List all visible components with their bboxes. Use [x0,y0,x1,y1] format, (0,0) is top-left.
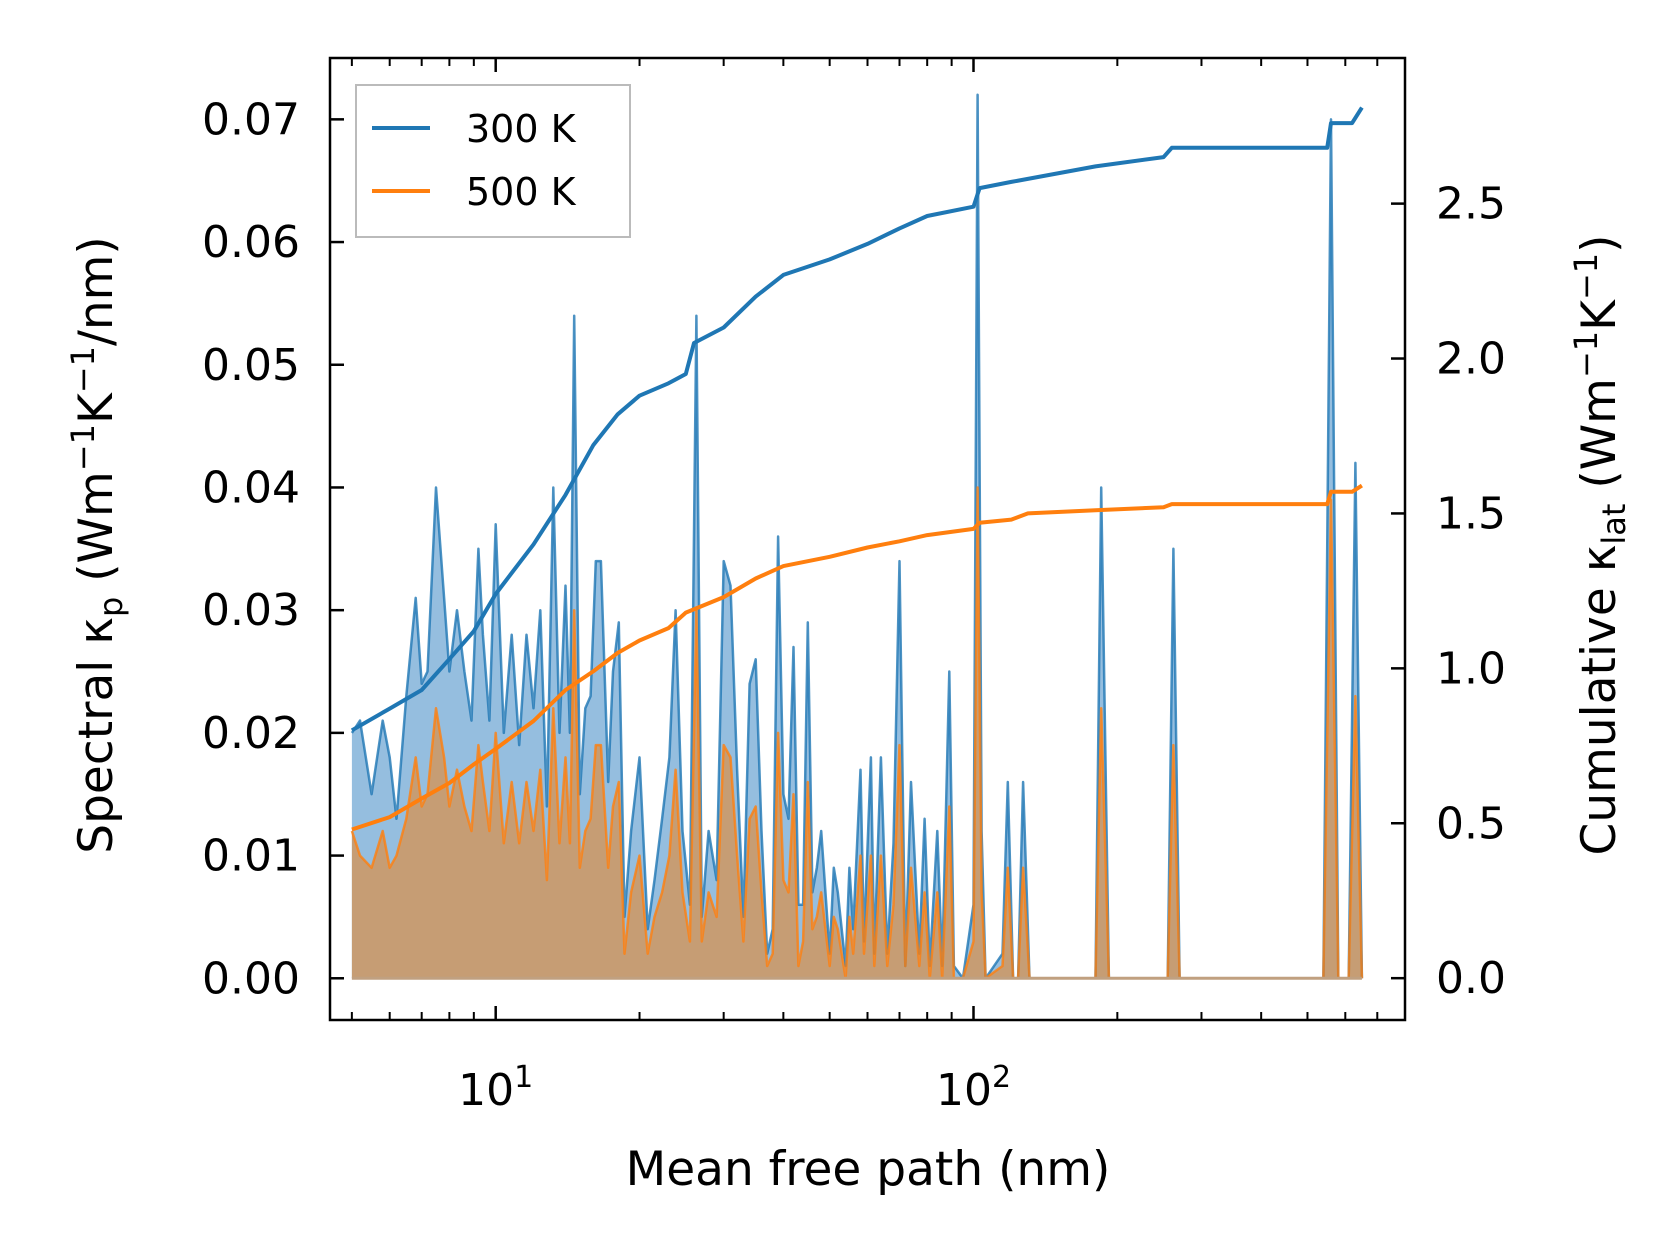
data-lines [350,106,1364,832]
y-right-tick-label: 0.0 [1436,953,1506,1004]
spectral-fill-300k [351,94,1362,979]
y-right-axis-title: Cumulative κlat (Wm−1K−1) [1567,234,1633,855]
cumulative-line-500k [351,483,1363,832]
y-left-tick-label: 0.04 [202,462,300,513]
x-tick-label: 101 [458,1060,533,1116]
y-left-tick-label: 0.06 [202,217,300,268]
y-left-tick-label: 0.00 [202,953,300,1004]
x-axis-title: Mean free path (nm) [626,1142,1111,1197]
y-left-tick-label: 0.02 [202,708,300,759]
spectral-fill-500k [351,487,1362,979]
legend-box [355,84,631,238]
ticks [330,58,1406,1020]
y-left-tick-label: 0.01 [202,831,300,882]
y-left-tick-label: 0.07 [202,94,300,145]
y-right-tick-label: 1.0 [1436,643,1506,694]
legend-label-300k: 300 K [466,107,577,151]
legend: 300 K 500 K [355,84,631,238]
y-left-tick-label: 0.03 [202,585,300,636]
y-left-axis-title: Spectral κp (Wm−1K−1/nm) [64,236,130,853]
spectral-fills [350,93,1364,980]
spectral-line-500k [350,486,1364,980]
x-tick-label: 102 [936,1060,1011,1116]
y-right-tick-label: 2.0 [1436,334,1506,385]
y-right-tick-label: 1.5 [1436,488,1506,539]
legend-label-500k: 500 K [466,170,577,214]
cumulative-line-300k [350,106,1364,733]
y-right-tick-label: 0.5 [1436,798,1506,849]
spectral-line-300k [350,93,1364,980]
y-right-tick-label: 2.5 [1436,179,1506,230]
y-left-tick-label: 0.05 [202,340,300,391]
